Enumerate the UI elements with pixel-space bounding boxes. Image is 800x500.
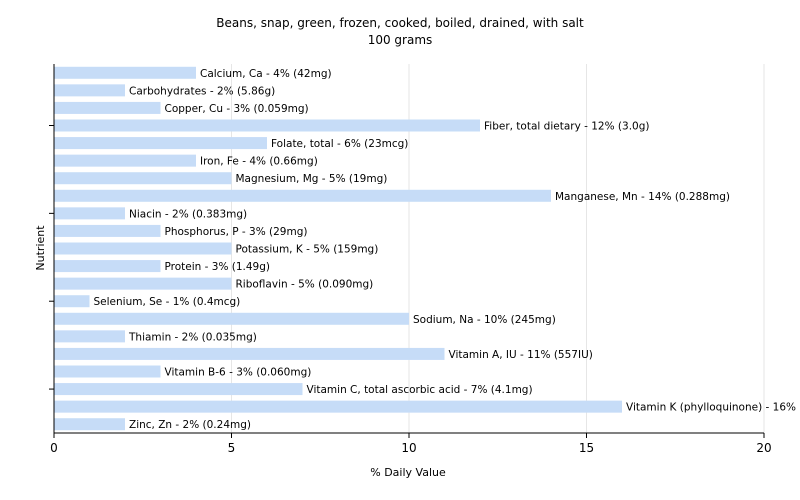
bar (54, 365, 161, 378)
bar (54, 242, 232, 255)
bar (54, 260, 161, 273)
bar (54, 84, 125, 97)
bar (54, 189, 551, 202)
x-axis-title: % Daily Value (370, 466, 446, 479)
bar (54, 224, 161, 237)
y-axis-title: Nutrient (34, 225, 47, 271)
bar (54, 277, 232, 290)
bar-label: Protein - 3% (1.49g) (165, 261, 271, 273)
bar-label: Vitamin A, IU - 11% (557IU) (449, 349, 593, 361)
bar-label: Riboflavin - 5% (0.090mg) (236, 279, 374, 291)
bar (54, 154, 196, 167)
bar-label: Vitamin C, total ascorbic acid - 7% (4.1… (307, 384, 533, 396)
bar-label: Magnesium, Mg - 5% (19mg) (236, 173, 388, 185)
bar (54, 312, 409, 325)
bar-label: Calcium, Ca - 4% (42mg) (200, 68, 332, 80)
x-tick-label: 15 (579, 441, 594, 455)
bar-label: Manganese, Mn - 14% (0.288mg) (555, 191, 730, 203)
bar-label: Potassium, K - 5% (159mg) (236, 244, 379, 256)
bar (54, 418, 125, 431)
bar-label: Thiamin - 2% (0.035mg) (128, 331, 257, 343)
bar-label: Niacin - 2% (0.383mg) (129, 208, 247, 220)
bar (54, 101, 161, 114)
bar-label: Copper, Cu - 3% (0.059mg) (165, 103, 309, 115)
bar (54, 347, 445, 360)
bar-labels: Calcium, Ca - 4% (42mg) Carbohydrates - 2… (94, 68, 800, 431)
x-tick-label: 10 (401, 441, 416, 455)
axes: 0 5 10 15 20 (49, 64, 772, 455)
bar (54, 66, 196, 79)
bar-label: Carbohydrates - 2% (5.86g) (129, 85, 275, 97)
x-tick-label: 0 (50, 441, 58, 455)
bar (54, 383, 303, 396)
bar-label: Vitamin K (phylloquinone) - 16% (12.7mcg… (626, 402, 800, 414)
bar-label: Selenium, Se - 1% (0.4mcg) (94, 296, 241, 308)
bar (54, 172, 232, 185)
bar (54, 207, 125, 220)
bar (54, 330, 125, 343)
x-tick-label: 20 (756, 441, 771, 455)
x-tick-label: 5 (228, 441, 236, 455)
bars (54, 66, 622, 431)
bar-label: Phosphorus, P - 3% (29mg) (165, 226, 308, 238)
bar-label: Vitamin B-6 - 3% (0.060mg) (165, 367, 312, 379)
bar-label: Folate, total - 6% (23mcg) (271, 138, 408, 150)
bar (54, 119, 480, 132)
bar-label: Sodium, Na - 10% (245mg) (413, 314, 556, 326)
bar-label: Iron, Fe - 4% (0.66mg) (200, 156, 318, 168)
bar-label: Fiber, total dietary - 12% (3.0g) (484, 121, 649, 133)
bar (54, 295, 90, 308)
chart-title: Beans, snap, green, frozen, cooked, boil… (216, 16, 584, 30)
bar (54, 137, 267, 150)
bar (54, 400, 622, 413)
bar-label: Zinc, Zn - 2% (0.24mg) (129, 419, 251, 431)
chart-subtitle: 100 grams (368, 33, 433, 47)
